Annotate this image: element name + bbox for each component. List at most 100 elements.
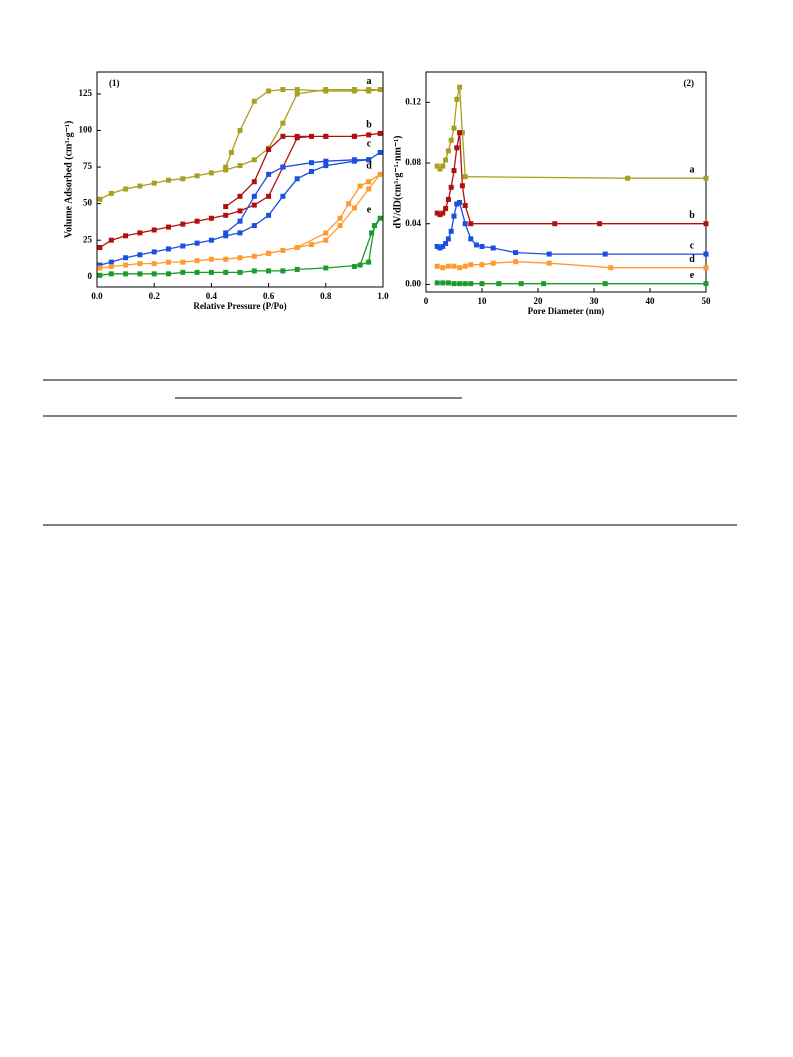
series-line xyxy=(437,261,706,269)
data-point xyxy=(251,268,257,274)
data-point xyxy=(541,281,547,287)
data-point xyxy=(434,243,440,249)
data-point xyxy=(266,147,272,153)
data-point xyxy=(237,269,243,275)
panel-label: (2) xyxy=(684,78,695,88)
data-point xyxy=(468,236,474,242)
series-label: e xyxy=(690,270,695,281)
series-label: e xyxy=(367,205,372,216)
data-point xyxy=(454,145,460,151)
x-tick-label: 30 xyxy=(590,296,600,306)
data-point xyxy=(454,201,460,207)
data-point xyxy=(357,183,363,189)
data-point xyxy=(223,204,229,210)
data-point xyxy=(166,246,171,252)
data-point xyxy=(180,269,186,275)
x-tick-label: 20 xyxy=(534,296,544,306)
data-point xyxy=(445,196,451,202)
data-point xyxy=(194,240,200,246)
data-point xyxy=(462,221,468,227)
data-point xyxy=(166,224,171,230)
data-point xyxy=(445,148,451,154)
data-point xyxy=(496,281,502,287)
data-point xyxy=(608,265,614,271)
data-point xyxy=(237,193,243,199)
data-point xyxy=(123,255,129,261)
data-point xyxy=(309,168,314,174)
data-point xyxy=(437,212,443,218)
data-point xyxy=(457,199,463,205)
data-point xyxy=(266,268,272,274)
y-tick-label: 100 xyxy=(79,125,93,135)
data-point xyxy=(366,157,372,163)
data-point xyxy=(280,87,286,93)
data-point xyxy=(337,215,343,221)
data-point xyxy=(280,247,286,253)
series-label: c xyxy=(367,139,372,150)
x-tick-label: 1.0 xyxy=(377,291,389,301)
data-point xyxy=(518,281,524,287)
y-tick-label: 0.04 xyxy=(405,218,421,228)
data-point xyxy=(251,193,257,199)
data-point xyxy=(479,243,485,249)
data-point xyxy=(251,202,257,208)
plot-frame xyxy=(96,71,384,288)
data-point xyxy=(448,184,454,190)
series-label: b xyxy=(366,120,372,131)
data-point xyxy=(151,261,157,267)
data-point xyxy=(323,163,329,169)
y-tick-label: 0 xyxy=(88,271,93,281)
data-point xyxy=(151,249,157,255)
x-tick-label: 0 xyxy=(424,296,429,306)
data-point xyxy=(251,223,257,229)
series-label: a xyxy=(690,165,695,176)
data-point xyxy=(280,193,286,199)
data-point xyxy=(451,168,457,174)
data-point xyxy=(294,266,300,272)
data-point xyxy=(323,158,329,164)
data-point xyxy=(443,157,449,163)
data-point xyxy=(462,174,468,180)
data-point xyxy=(180,243,186,249)
series-line xyxy=(99,132,381,249)
data-point xyxy=(309,133,314,139)
x-tick-label: 0.8 xyxy=(320,291,332,301)
data-point xyxy=(280,268,286,274)
data-point xyxy=(97,196,103,202)
data-point xyxy=(208,170,214,176)
data-point xyxy=(351,264,357,270)
data-point xyxy=(369,230,375,236)
y-tick-label: 0.00 xyxy=(405,278,421,288)
data-point xyxy=(194,258,200,264)
data-point xyxy=(448,228,454,234)
data-point xyxy=(459,130,465,136)
data-point xyxy=(462,281,468,287)
y-axis-label: Volume Adsorbed (cm³·g⁻¹) xyxy=(63,121,74,239)
data-point xyxy=(180,176,186,182)
data-point xyxy=(294,91,300,97)
data-point xyxy=(448,137,454,143)
data-point xyxy=(166,271,171,277)
data-point xyxy=(137,252,143,258)
data-point xyxy=(351,133,357,139)
x-axis-label: Relative Pressure (P/Po) xyxy=(193,301,286,311)
data-point xyxy=(457,130,463,136)
data-point xyxy=(208,256,214,262)
data-point xyxy=(597,221,603,227)
x-axis-label: Pore Diameter (nm) xyxy=(528,306,605,316)
y-tick-label: 25 xyxy=(83,234,93,244)
series-label: c xyxy=(690,240,695,251)
data-point xyxy=(208,269,214,275)
data-point xyxy=(625,175,631,181)
data-point xyxy=(294,87,300,93)
data-point xyxy=(294,176,300,182)
data-point xyxy=(137,230,143,236)
data-point xyxy=(440,210,446,216)
data-point xyxy=(108,259,114,265)
y-tick-label: 0.08 xyxy=(405,157,421,167)
data-point xyxy=(366,186,372,192)
data-point xyxy=(457,265,463,271)
data-point xyxy=(223,212,229,218)
series-label: d xyxy=(366,161,372,172)
data-point xyxy=(123,186,129,192)
